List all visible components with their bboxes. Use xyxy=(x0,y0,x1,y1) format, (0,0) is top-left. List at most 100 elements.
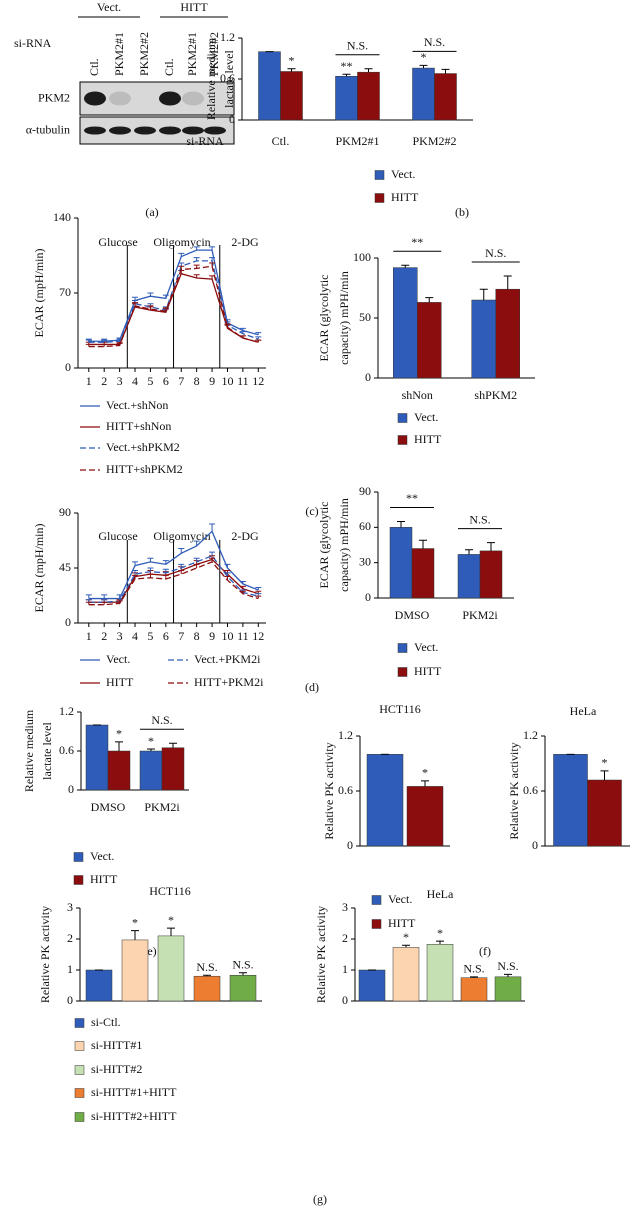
x-tick-label: Ctl. xyxy=(272,134,290,148)
x-tick-label: PKM2#1 xyxy=(335,134,379,148)
error-bar xyxy=(441,68,450,74)
legend-swatch xyxy=(397,643,408,653)
x-tick-label: 10 xyxy=(221,374,233,388)
y-tick-label: 45 xyxy=(59,560,71,574)
legend-label: Vect. xyxy=(90,849,114,863)
blot-band xyxy=(134,126,156,135)
x-tick-label: 5 xyxy=(147,374,153,388)
x-tick-label: 12 xyxy=(252,629,264,643)
blot-band xyxy=(182,126,204,135)
series-line xyxy=(88,260,259,343)
series-line xyxy=(88,265,259,348)
bar xyxy=(406,786,444,847)
error-bar xyxy=(209,523,216,532)
y-axis-label: Relative PK activity xyxy=(314,906,328,1003)
y-tick-label: 0 xyxy=(229,112,235,126)
significance-label: N.S. xyxy=(485,246,506,260)
error-bar xyxy=(147,292,154,297)
y-axis-label: ECAR (mpH/min) xyxy=(32,248,46,337)
error-bar xyxy=(85,339,92,343)
bar xyxy=(335,76,358,121)
lane-label: PKM2#1 xyxy=(185,32,199,76)
y-axis-label: Relative PK activity xyxy=(322,742,336,839)
x-tick-label: 4 xyxy=(132,629,138,643)
x-tick-label: 8 xyxy=(194,629,200,643)
blot-box xyxy=(79,81,235,116)
error-bar xyxy=(209,246,216,251)
significance-label: N.S. xyxy=(151,713,172,727)
bar xyxy=(411,548,435,599)
lane-label: Ctl. xyxy=(162,58,176,76)
x-tick-label: 3 xyxy=(117,374,123,388)
significance-label: N.S. xyxy=(497,959,518,973)
x-tick-label: 2 xyxy=(101,629,107,643)
row-label: si-RNA xyxy=(14,36,52,50)
error-bar xyxy=(503,275,512,290)
error-bar xyxy=(132,296,139,301)
error-bar xyxy=(162,560,169,565)
error-bar xyxy=(178,563,185,568)
panel-label: (b) xyxy=(455,205,469,219)
significance-label: * xyxy=(602,756,608,770)
band-label: α-tubulin xyxy=(26,122,70,136)
y-tick-label: 1.2 xyxy=(338,728,353,742)
y-tick-label: 0 xyxy=(365,590,371,604)
error-bar xyxy=(162,568,169,573)
y-tick-label: 0 xyxy=(347,838,353,852)
error-bar xyxy=(239,335,246,338)
error-bar xyxy=(101,601,108,605)
legend-swatch xyxy=(73,875,84,885)
error-bar xyxy=(116,594,123,599)
legend-swatch xyxy=(397,435,408,445)
error-bar xyxy=(132,561,139,566)
y-tick-label: 70 xyxy=(59,285,71,299)
blot-band xyxy=(182,91,204,106)
y-axis-label: Relative PK activity xyxy=(38,906,52,1003)
series-line xyxy=(88,272,259,346)
y-tick-label: 50 xyxy=(359,310,371,324)
error-bar xyxy=(224,576,231,581)
bar xyxy=(460,977,488,1002)
y-axis-label: ECAR (mpH/min) xyxy=(32,523,46,612)
error-bar xyxy=(239,580,246,584)
group-label: Vect. xyxy=(97,0,121,14)
legend-label: Vect. xyxy=(106,652,130,666)
chart-title: HCT116 xyxy=(149,884,191,898)
bar xyxy=(229,975,257,1002)
legend-swatch xyxy=(73,852,84,862)
legend-swatch xyxy=(374,193,385,203)
significance-label: * xyxy=(437,926,443,940)
bar xyxy=(494,976,522,1002)
x-tick-label: 1 xyxy=(86,374,92,388)
y-tick-label: 0 xyxy=(67,993,73,1007)
significance-label: ** xyxy=(406,491,418,505)
error-bar xyxy=(421,780,429,787)
y-tick-label: 2 xyxy=(67,931,73,945)
error-bar xyxy=(147,567,154,572)
error-bar xyxy=(287,68,296,72)
significance-label: * xyxy=(168,913,174,927)
y-axis-label: ECAR (glycolytic xyxy=(317,275,331,362)
error-bar xyxy=(193,264,200,269)
legend-label: HITT+shNon xyxy=(106,419,171,433)
bar xyxy=(358,969,386,1002)
significance-label: N.S. xyxy=(463,962,484,976)
error-bar xyxy=(116,342,123,346)
error-bar xyxy=(147,573,154,578)
y-axis-label: capacity) mPH/min xyxy=(337,271,351,365)
significance-label: N.S. xyxy=(424,35,445,49)
significance-label: * xyxy=(403,930,409,944)
y-axis-label: Relative medium xyxy=(204,37,218,120)
legend-swatch xyxy=(371,919,382,929)
x-tick-label: PKM2i xyxy=(144,800,180,814)
bar xyxy=(357,71,380,121)
bar xyxy=(161,747,185,791)
error-bar xyxy=(101,594,108,599)
bar xyxy=(457,554,481,599)
y-tick-label: 100 xyxy=(353,250,371,264)
legend-swatch xyxy=(74,1065,85,1075)
chart-title: HeLa xyxy=(570,704,597,718)
error-bar xyxy=(193,246,200,251)
error-bar xyxy=(425,297,434,303)
